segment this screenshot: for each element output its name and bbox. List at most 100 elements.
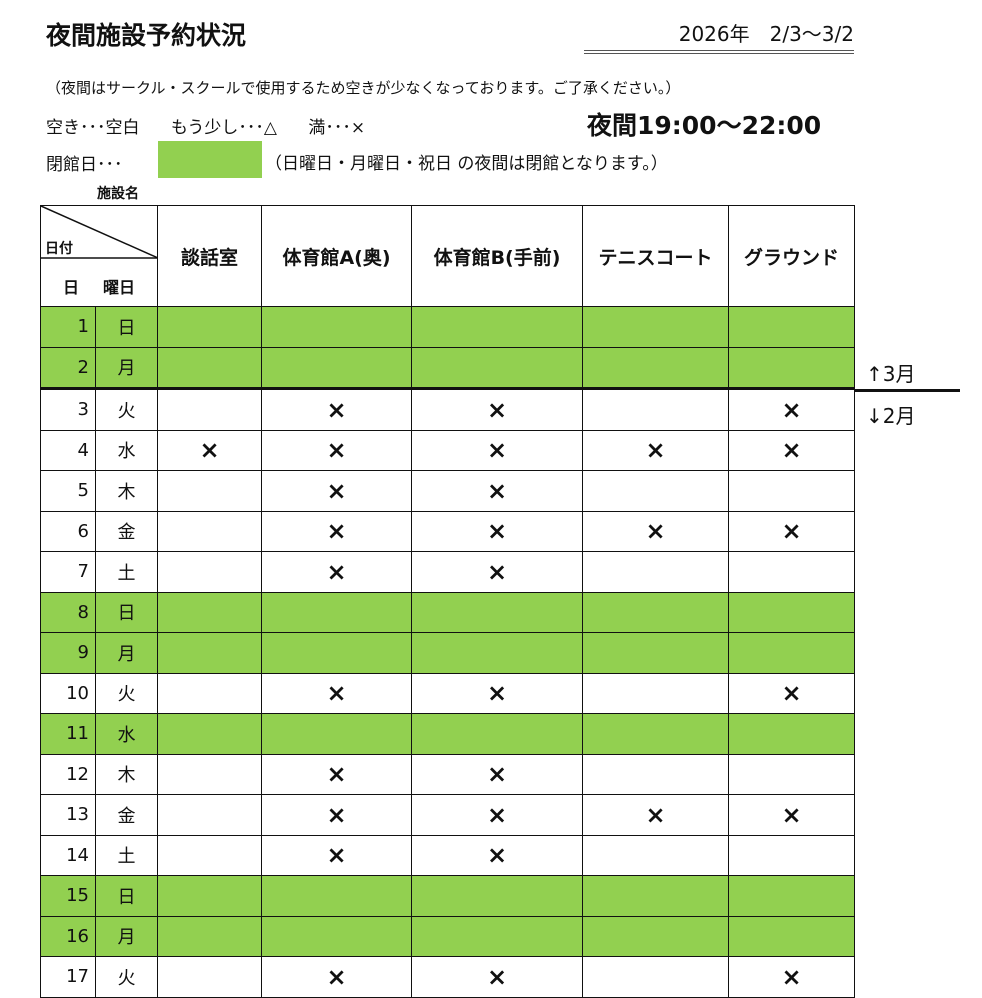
full-mark: × bbox=[645, 517, 666, 546]
closed-day-label: 閉館日･･･ bbox=[46, 155, 123, 175]
table-row: 4 水 × × × × × bbox=[40, 429, 855, 471]
status-cell: × bbox=[411, 551, 583, 593]
status-cell bbox=[411, 875, 583, 917]
full-mark: × bbox=[486, 557, 508, 586]
table-row: 12 木 × × bbox=[40, 753, 855, 795]
status-cell: × bbox=[411, 388, 583, 431]
weekday-cell: 日 bbox=[95, 875, 158, 917]
status-cell: × bbox=[261, 672, 412, 714]
status-cell bbox=[582, 672, 729, 714]
status-cell bbox=[582, 834, 729, 876]
status-cell bbox=[411, 591, 583, 633]
weekday-label: 曜日 bbox=[103, 278, 136, 297]
status-cell bbox=[157, 551, 262, 593]
day-cell: 5 bbox=[40, 470, 96, 512]
status-cell bbox=[582, 915, 729, 957]
status-cell bbox=[261, 306, 412, 348]
table-row: 7 土 × × bbox=[40, 551, 855, 593]
day-cell: 4 bbox=[40, 429, 96, 471]
full-mark: × bbox=[326, 760, 347, 789]
status-cell: × bbox=[261, 753, 412, 795]
status-cell bbox=[728, 591, 855, 633]
status-cell: × bbox=[728, 429, 855, 471]
weekday-cell: 火 bbox=[95, 956, 158, 998]
table-row: 13 金 × × × × bbox=[40, 794, 855, 836]
full-mark: × bbox=[781, 517, 802, 546]
status-cell: × bbox=[728, 956, 855, 998]
table-row: 16 月 bbox=[40, 915, 855, 957]
day-cell: 7 bbox=[40, 551, 96, 593]
full-mark: × bbox=[781, 436, 802, 465]
status-cell bbox=[582, 875, 729, 917]
full-mark: × bbox=[781, 800, 802, 829]
status-cell bbox=[728, 915, 855, 957]
status-cell bbox=[728, 632, 855, 674]
weekday-cell: 水 bbox=[95, 713, 158, 755]
status-cell: × bbox=[411, 794, 583, 836]
status-cell bbox=[157, 753, 262, 795]
status-cell: × bbox=[582, 429, 729, 471]
status-cell bbox=[728, 470, 855, 512]
full-mark: × bbox=[326, 679, 347, 708]
full-mark: × bbox=[326, 800, 347, 829]
month-marker-march: ↑3月 bbox=[866, 362, 916, 386]
day-cell: 9 bbox=[40, 632, 96, 674]
status-cell bbox=[157, 713, 262, 755]
full-mark: × bbox=[326, 517, 347, 546]
full-mark: × bbox=[486, 841, 508, 870]
status-cell bbox=[157, 470, 262, 512]
date-label: 日付 bbox=[45, 241, 73, 257]
status-cell bbox=[261, 591, 412, 633]
full-mark: × bbox=[326, 436, 347, 465]
full-mark: × bbox=[645, 800, 666, 829]
status-cell: × bbox=[261, 470, 412, 512]
day-cell: 12 bbox=[40, 753, 96, 795]
weekday-cell: 土 bbox=[95, 834, 158, 876]
status-cell: × bbox=[261, 956, 412, 998]
corner-header: 日付 日 曜日 bbox=[40, 205, 158, 307]
full-mark: × bbox=[326, 476, 347, 505]
status-cell bbox=[261, 346, 412, 390]
status-cell: × bbox=[411, 956, 583, 998]
weekday-cell: 月 bbox=[95, 632, 158, 674]
column-header: グラウンド bbox=[728, 205, 855, 307]
status-cell bbox=[582, 753, 729, 795]
status-cell bbox=[728, 834, 855, 876]
full-mark: × bbox=[486, 436, 508, 465]
status-cell: × bbox=[582, 510, 729, 552]
status-cell: × bbox=[411, 834, 583, 876]
table-row: 15 日 bbox=[40, 875, 855, 917]
day-cell: 14 bbox=[40, 834, 96, 876]
table-row: 10 火 × × × bbox=[40, 672, 855, 714]
status-cell bbox=[157, 306, 262, 348]
status-cell: × bbox=[261, 388, 412, 431]
status-cell bbox=[157, 915, 262, 957]
status-cell bbox=[728, 875, 855, 917]
status-cell bbox=[582, 388, 729, 431]
status-cell: × bbox=[411, 510, 583, 552]
weekday-cell: 金 bbox=[95, 510, 158, 552]
legend-few: もう少し･･･△ bbox=[170, 118, 277, 138]
day-cell: 10 bbox=[40, 672, 96, 714]
status-cell bbox=[157, 794, 262, 836]
status-cell bbox=[582, 551, 729, 593]
status-cell bbox=[582, 956, 729, 998]
status-cell bbox=[582, 632, 729, 674]
full-mark: × bbox=[326, 841, 347, 870]
full-mark: × bbox=[645, 436, 666, 465]
full-mark: × bbox=[486, 517, 508, 546]
column-header: 体育館B(手前) bbox=[411, 205, 583, 307]
full-mark: × bbox=[326, 395, 347, 424]
legend-full: 満･･･× bbox=[308, 118, 366, 138]
status-cell bbox=[582, 306, 729, 348]
column-header: 体育館A(奥) bbox=[261, 205, 412, 307]
usage-note: （夜間はサークル・スクールで使用するため空きが少なくなっております。ご了承くださ… bbox=[46, 79, 681, 97]
status-cell bbox=[157, 346, 262, 390]
day-cell: 6 bbox=[40, 510, 96, 552]
status-cell bbox=[157, 632, 262, 674]
full-mark: × bbox=[326, 557, 347, 586]
weekday-cell: 火 bbox=[95, 672, 158, 714]
diagonal-line bbox=[41, 206, 158, 259]
